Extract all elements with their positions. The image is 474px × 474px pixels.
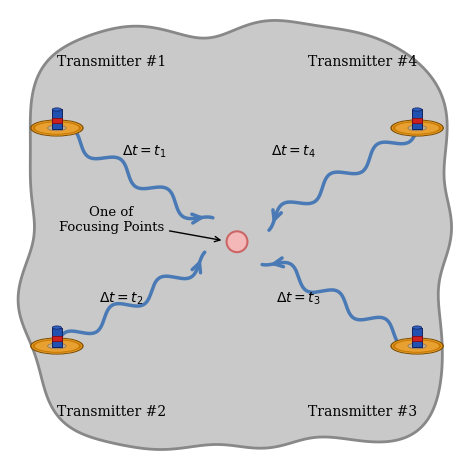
Ellipse shape xyxy=(52,108,62,111)
Text: $\Delta t = t_{3}$: $\Delta t = t_{3}$ xyxy=(276,291,321,307)
Ellipse shape xyxy=(395,340,439,352)
Text: $\Delta t = t_{1}$: $\Delta t = t_{1}$ xyxy=(122,144,167,160)
Text: Transmitter #3: Transmitter #3 xyxy=(308,405,417,419)
Text: One of
Focusing Points: One of Focusing Points xyxy=(59,206,220,242)
Ellipse shape xyxy=(391,338,443,354)
Polygon shape xyxy=(412,328,422,347)
Polygon shape xyxy=(412,118,422,123)
Ellipse shape xyxy=(47,125,66,131)
Polygon shape xyxy=(52,337,62,341)
Polygon shape xyxy=(52,109,62,129)
Ellipse shape xyxy=(52,326,62,329)
Ellipse shape xyxy=(408,343,427,349)
Polygon shape xyxy=(18,20,452,449)
Ellipse shape xyxy=(35,340,79,352)
Text: Transmitter #4: Transmitter #4 xyxy=(308,55,417,69)
Ellipse shape xyxy=(391,120,443,136)
Text: Transmitter #1: Transmitter #1 xyxy=(57,55,166,69)
Polygon shape xyxy=(412,109,422,129)
Text: $\Delta t = t_{4}$: $\Delta t = t_{4}$ xyxy=(272,144,316,160)
Ellipse shape xyxy=(408,125,427,131)
Ellipse shape xyxy=(31,338,83,354)
Text: Transmitter #2: Transmitter #2 xyxy=(57,405,166,419)
Ellipse shape xyxy=(412,326,422,329)
Text: $\Delta t = t_{2}$: $\Delta t = t_{2}$ xyxy=(99,291,143,307)
Polygon shape xyxy=(412,337,422,341)
Circle shape xyxy=(227,231,247,252)
Ellipse shape xyxy=(31,120,83,136)
Polygon shape xyxy=(52,328,62,347)
Ellipse shape xyxy=(395,122,439,134)
Ellipse shape xyxy=(47,343,66,349)
Polygon shape xyxy=(52,118,62,123)
Ellipse shape xyxy=(412,108,422,111)
Ellipse shape xyxy=(35,122,79,134)
